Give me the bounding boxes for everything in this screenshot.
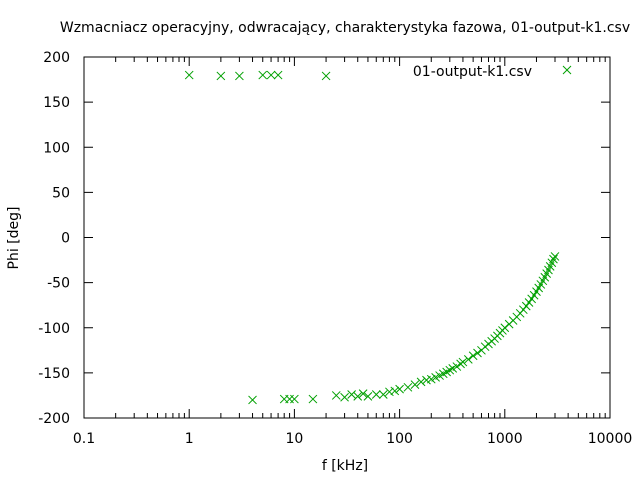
legend-x-marker: [562, 65, 572, 75]
data-point: [308, 394, 318, 404]
y-axis-tick-labels: -200 -150 -100 -50 0 50 100 150 200: [38, 50, 70, 427]
data-point: [371, 390, 381, 399]
data-point: [353, 391, 363, 401]
x-tick-label: 1000: [487, 431, 523, 447]
data-point: [416, 377, 426, 387]
data-point: [468, 351, 478, 361]
data-point: [378, 390, 388, 399]
data-point: [321, 71, 331, 81]
data-point: [463, 354, 473, 364]
data-point: [285, 394, 294, 404]
data-point: [184, 70, 194, 80]
y-axis-ticks: [84, 56, 610, 419]
x-tick-label: 100: [386, 431, 413, 447]
data-point: [403, 382, 413, 392]
legend: 01-output-k1.csv: [413, 64, 572, 80]
data-point: [452, 362, 462, 371]
data-point: [426, 374, 436, 384]
x-tick-label: 10: [285, 431, 303, 447]
data-point: [550, 252, 560, 261]
x-axis-ticks: [83, 57, 611, 418]
x-tick-label: 0.1: [73, 431, 95, 447]
data-point: [524, 298, 534, 307]
legend-series-label: 01-output-k1.csv: [413, 64, 532, 80]
y-tick-label: 0: [61, 231, 70, 247]
data-point: [266, 70, 276, 80]
data-point: [521, 301, 531, 311]
legend-marker: [562, 65, 572, 75]
chart-title: Wzmacniacz operacyjny, odwracający, char…: [60, 20, 630, 36]
data-points: [184, 70, 560, 405]
y-tick-label: -200: [38, 411, 70, 427]
data-point: [235, 71, 244, 81]
y-tick-label: 200: [43, 50, 70, 66]
data-point: [363, 391, 373, 401]
y-tick-label: -100: [38, 321, 70, 337]
data-point: [248, 395, 257, 405]
data-point: [500, 323, 510, 333]
data-point: [216, 71, 226, 81]
y-tick-label: 50: [52, 185, 70, 201]
x-axis-label: f [kHz]: [322, 458, 368, 474]
data-point: [340, 392, 349, 402]
data-point: [347, 390, 356, 399]
x-tick-label: 10000: [588, 431, 633, 447]
data-point: [290, 394, 299, 404]
data-point: [385, 387, 394, 397]
x-tick-label: 1: [185, 431, 194, 447]
data-point: [395, 384, 404, 394]
data-point: [527, 294, 537, 304]
data-point: [258, 70, 268, 80]
data-point: [358, 389, 368, 398]
data-point: [331, 391, 341, 400]
data-point: [273, 70, 283, 80]
data-point: [390, 386, 400, 396]
x-axis-tick-labels: 0.1 1 10 100 1000 10000: [73, 431, 632, 447]
data-point: [549, 254, 558, 264]
y-axis-label: Phi [deg]: [6, 207, 22, 270]
plot-area-frame: [83, 56, 611, 419]
y-tick-label: -150: [38, 366, 70, 382]
y-tick-label: 100: [43, 140, 70, 156]
data-point: [473, 348, 482, 358]
y-tick-label: 150: [43, 95, 70, 111]
y-tick-label: -50: [47, 276, 70, 292]
data-point: [458, 357, 468, 367]
data-point: [410, 380, 420, 389]
